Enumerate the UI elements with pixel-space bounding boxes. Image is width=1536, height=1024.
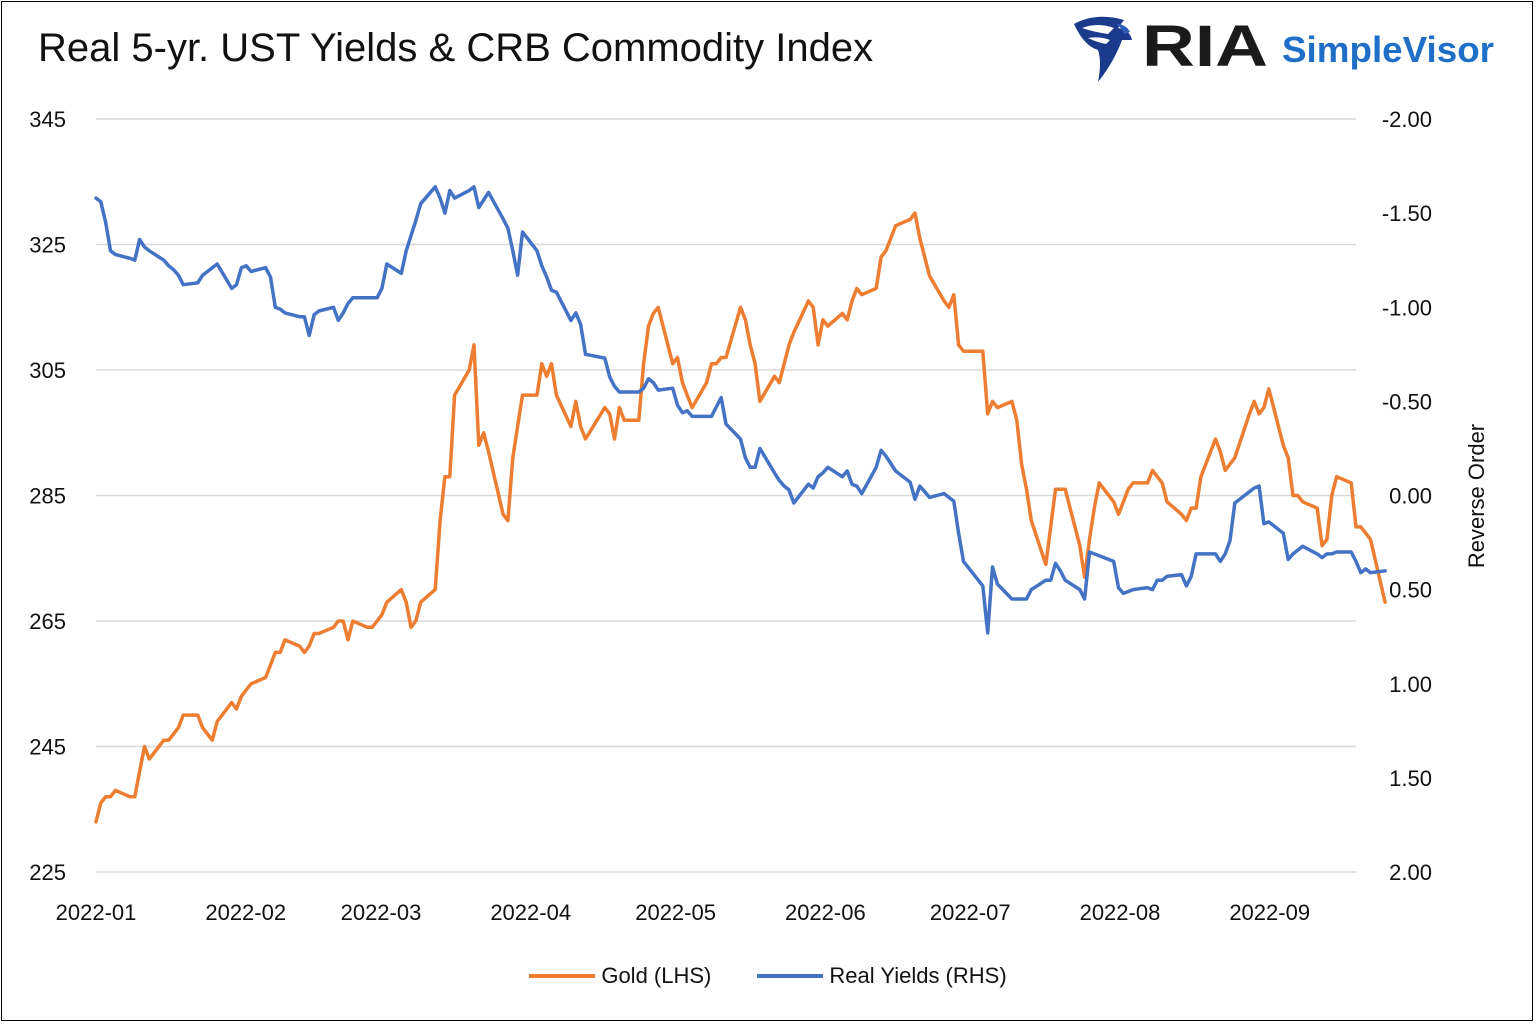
left-axis-ticks: 345 325 305 285 265 245 225: [29, 107, 66, 885]
series-line-real-yields: [94, 185, 1387, 635]
logo-brand-text: RIA: [1142, 14, 1268, 79]
x-tick-label: 2022-06: [785, 900, 866, 925]
right-tick-label: 1.00: [1389, 672, 1432, 697]
x-tick-label: 2022-09: [1229, 900, 1310, 925]
left-tick-label: 305: [29, 358, 66, 383]
x-tick-label: 2022-07: [930, 900, 1011, 925]
right-tick-label: 1.50: [1389, 766, 1432, 791]
legend: Gold (LHS) Real Yields (RHS): [0, 958, 1536, 994]
right-tick-label: 0.00: [1389, 484, 1432, 509]
right-tick-label: 2.00: [1389, 860, 1432, 885]
legend-label-gold: Gold (LHS): [601, 963, 712, 988]
series-line-gold: [94, 211, 1387, 824]
gridlines: [96, 118, 1356, 873]
series-lines: [94, 185, 1387, 824]
right-tick-label: -1.50: [1382, 201, 1432, 226]
ria-simplevisor-logo: RIA SimpleVisor: [1074, 14, 1494, 82]
right-tick-label: 0.50: [1389, 578, 1432, 603]
x-tick-label: 2022-03: [341, 900, 422, 925]
x-tick-label: 2022-08: [1080, 900, 1161, 925]
legend-label-real-yields: Real Yields (RHS): [829, 963, 1007, 988]
left-tick-label: 285: [29, 484, 66, 509]
chart-title: Real 5-yr. UST Yields & CRB Commodity In…: [38, 26, 874, 70]
legend-entry-gold: Gold (LHS): [529, 963, 711, 989]
legend-swatch-real-yields: [757, 974, 824, 978]
right-axis-ticks: -2.00 -1.50 -1.00 -0.50 0.00 0.50 1.00 1.50 2.00: [1382, 107, 1432, 885]
left-tick-label: 345: [29, 107, 66, 132]
right-axis-title: Reverse Order: [1464, 424, 1489, 568]
x-tick-label: 2022-04: [490, 900, 571, 925]
left-tick-label: 225: [29, 860, 66, 885]
legend-entry-real-yields: Real Yields (RHS): [757, 963, 1007, 989]
left-tick-label: 245: [29, 735, 66, 760]
right-tick-label: -1.00: [1382, 295, 1432, 320]
x-tick-label: 2022-05: [635, 900, 716, 925]
eagle-logo-icon: [1074, 16, 1132, 82]
left-tick-label: 265: [29, 609, 66, 634]
right-tick-label: -0.50: [1382, 389, 1432, 414]
right-tick-label: -2.00: [1382, 107, 1432, 132]
left-tick-label: 325: [29, 233, 66, 258]
x-tick-label: 2022-02: [205, 900, 286, 925]
x-tick-label: 2022-01: [56, 900, 137, 925]
legend-swatch-gold: [529, 974, 596, 978]
logo-product-text: SimpleVisor: [1282, 29, 1494, 70]
x-axis-ticks: 2022-01 2022-02 2022-03 2022-04 2022-05 2022-…: [56, 900, 1310, 925]
